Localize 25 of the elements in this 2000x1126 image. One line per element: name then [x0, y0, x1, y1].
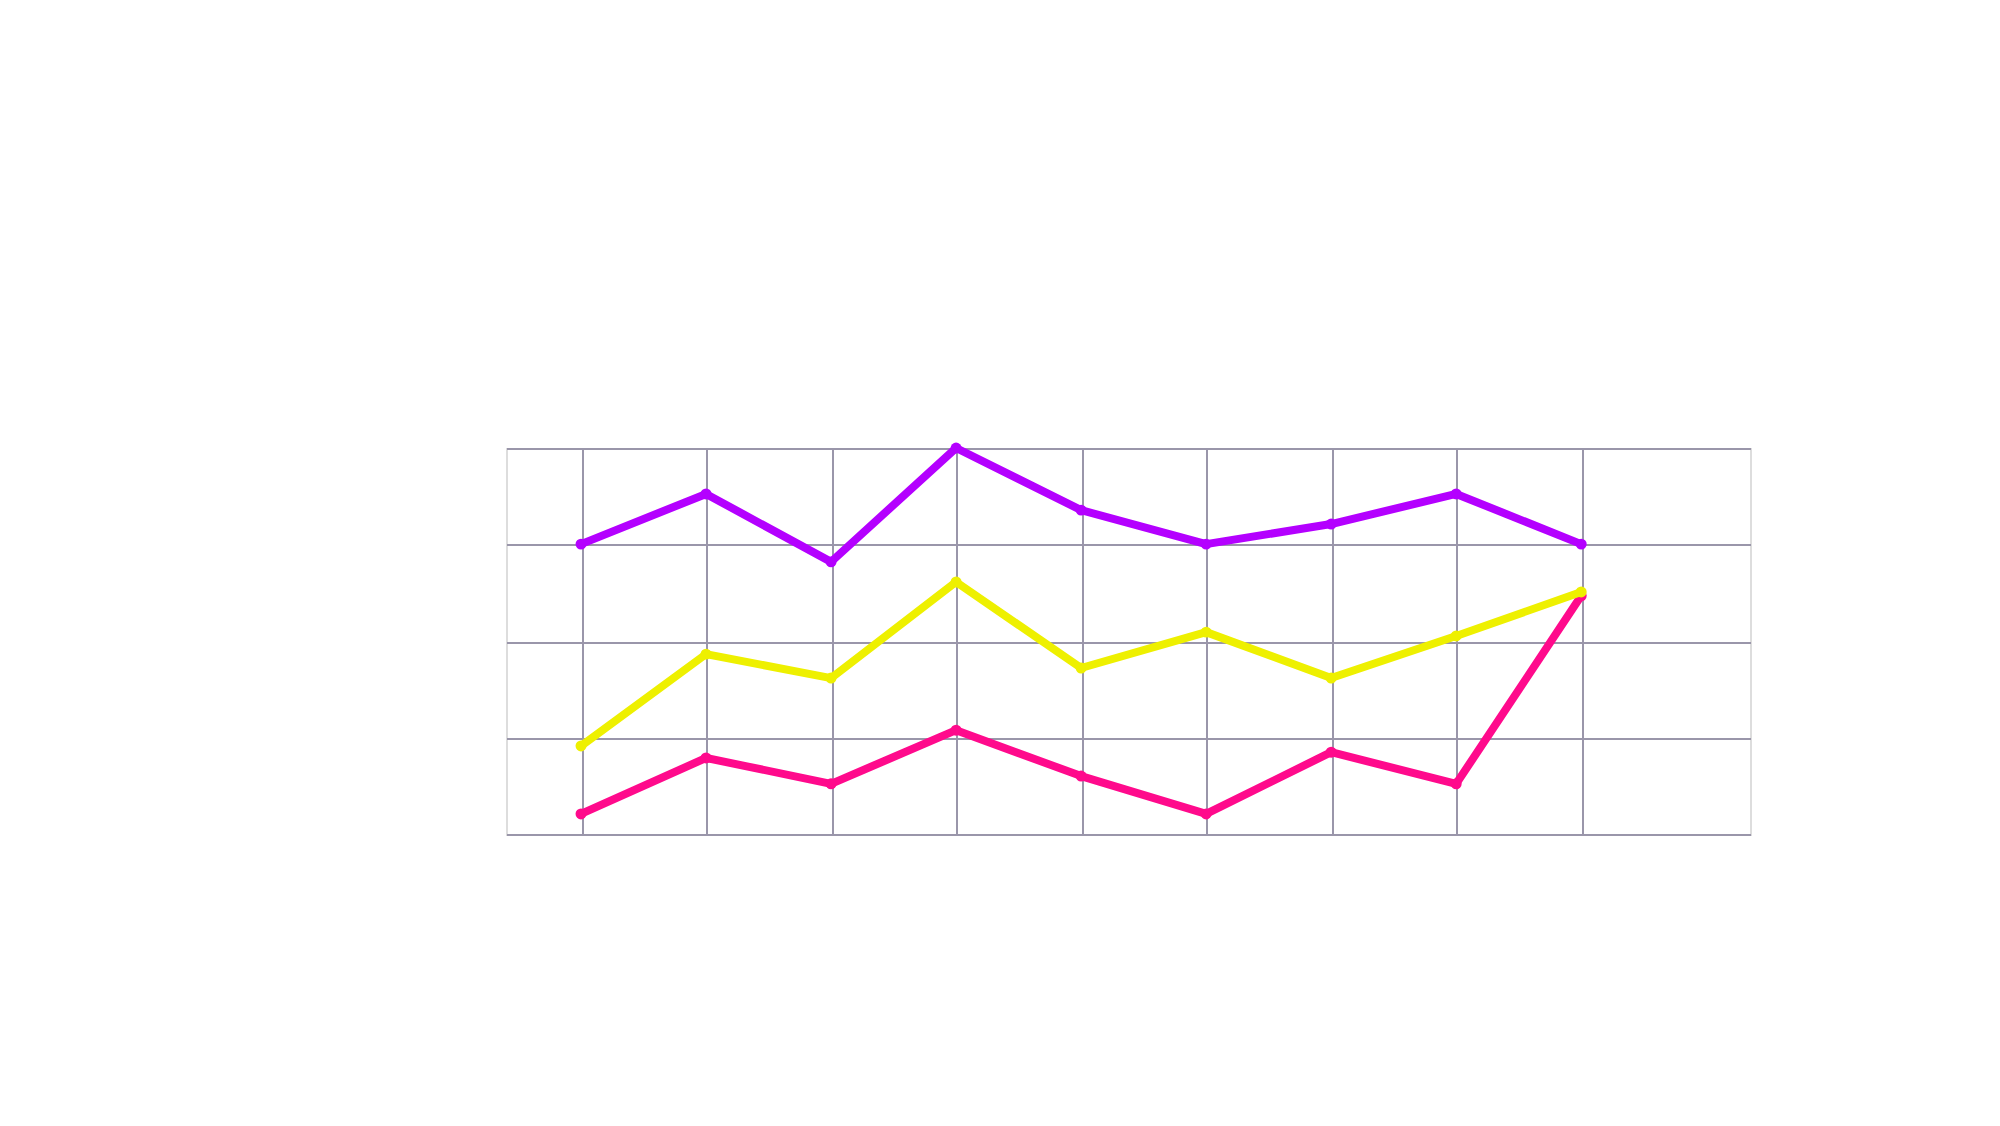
point: [1200, 538, 1212, 550]
point: [700, 488, 712, 500]
point: [1075, 770, 1087, 782]
point: [950, 576, 962, 588]
point: [950, 724, 962, 736]
point: [1450, 778, 1462, 790]
point: [575, 538, 587, 550]
point: [825, 556, 837, 568]
point: [950, 442, 962, 454]
point: [1075, 662, 1087, 674]
point: [575, 740, 587, 752]
point: [825, 672, 837, 684]
point: [700, 752, 712, 764]
point: [1450, 630, 1462, 642]
point: [1200, 808, 1212, 820]
point: [1325, 672, 1337, 684]
point: [700, 648, 712, 660]
point: [825, 778, 837, 790]
point: [1075, 504, 1087, 516]
point: [1325, 518, 1337, 530]
point: [575, 808, 587, 820]
point: [1575, 538, 1587, 550]
point: [1450, 488, 1462, 500]
point: [1325, 746, 1337, 758]
point: [1200, 626, 1212, 638]
